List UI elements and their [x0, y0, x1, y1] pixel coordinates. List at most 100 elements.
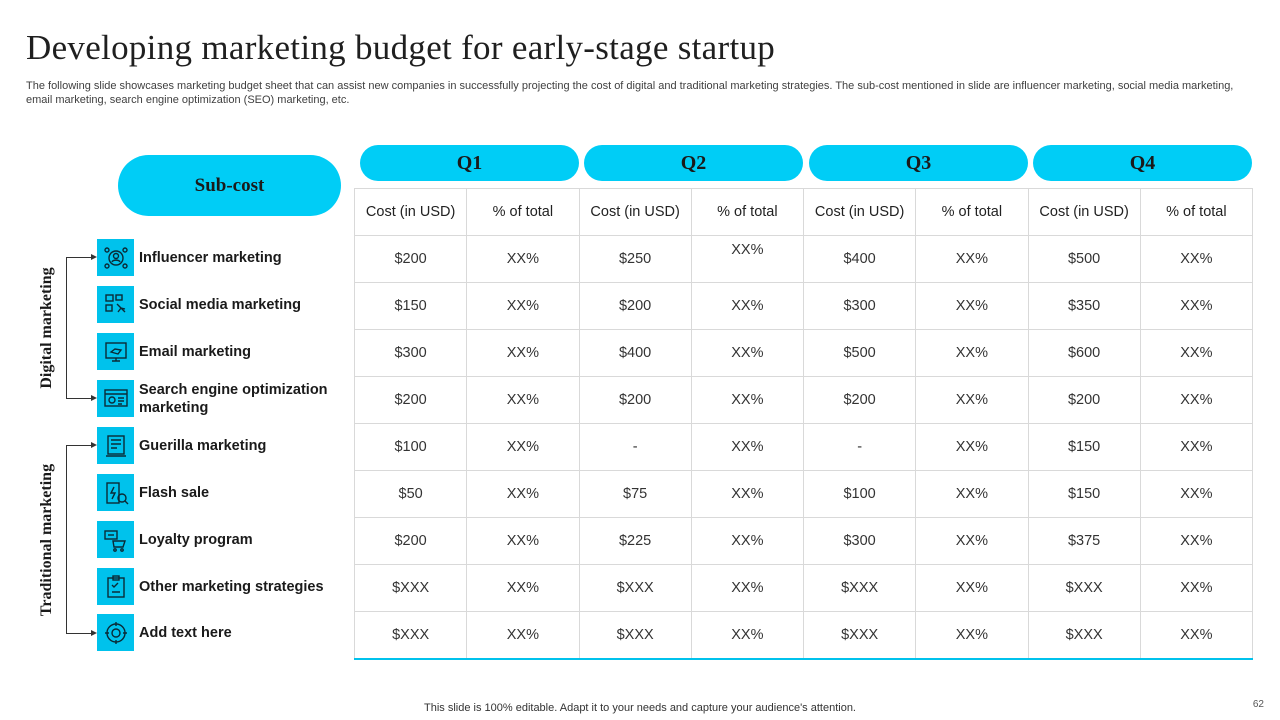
arrow-icon: [91, 442, 97, 448]
group-label-traditional: Traditional marketing: [38, 463, 55, 617]
table-cell: $200: [578, 282, 692, 330]
table-cell: XX%: [690, 282, 805, 330]
table-cell: XX%: [690, 517, 805, 565]
row-label-influencer: Influencer marketing: [139, 249, 282, 266]
table-cell: -: [578, 423, 692, 471]
table-cell: $100: [353, 423, 468, 471]
table-cell: XX%: [1139, 611, 1254, 660]
table-cell: $150: [353, 282, 468, 330]
influencer-icon: [97, 239, 134, 276]
table-row: $50 XX% $75 XX% $100 XX% $150 XX%: [353, 470, 1254, 518]
table-cell: $200: [353, 376, 468, 424]
table-cell: XX%: [690, 564, 805, 612]
table-cell: XX%: [690, 423, 805, 471]
row-label-social-media: Social media marketing: [139, 296, 301, 313]
table-cell: $150: [1027, 423, 1141, 471]
digital-bracket-bottom: [66, 398, 92, 399]
table-cell: $200: [802, 376, 917, 424]
col-header-q2-cost: Cost (in USD): [578, 188, 692, 236]
quarter-header-q2: Q2: [584, 145, 803, 181]
table-row: $200 XX% $200 XX% $200 XX% $200 XX%: [353, 376, 1254, 424]
table-cell: $XXX: [578, 564, 692, 612]
row-label-add-text: Add text here: [139, 624, 232, 641]
table-cell: XX%: [1139, 376, 1254, 424]
table-cell: $300: [802, 517, 917, 565]
traditional-bracket: [66, 445, 67, 633]
table-cell: XX%: [466, 564, 580, 612]
table-row: $XXX XX% $XXX XX% $XXX XX% $XXX XX%: [353, 611, 1254, 660]
row-label-guerilla: Guerilla marketing: [139, 437, 267, 454]
col-header-q4-pct: % of total: [1139, 188, 1254, 236]
arrow-icon: [91, 395, 97, 401]
table-cell: XX%: [915, 423, 1029, 471]
table-cell: $XXX: [802, 564, 917, 612]
social-media-icon: [97, 286, 134, 323]
table-row: $100 XX% - XX% - XX% $150 XX%: [353, 423, 1254, 471]
table-cell: XX%: [915, 282, 1029, 330]
table-cell: XX%: [1139, 564, 1254, 612]
table-cell: $200: [353, 517, 468, 565]
table-cell: -: [802, 423, 917, 471]
table-row: $XXX XX% $XXX XX% $XXX XX% $XXX XX%: [353, 564, 1254, 612]
col-header-q1-cost: Cost (in USD): [353, 188, 468, 236]
table-cell: XX%: [915, 235, 1029, 283]
col-header-q3-cost: Cost (in USD): [802, 188, 917, 236]
table-header-row: Cost (in USD) % of total Cost (in USD) %…: [353, 188, 1254, 236]
table-cell: XX%: [915, 329, 1029, 377]
table-cell: $75: [578, 470, 692, 518]
table-cell: $350: [1027, 282, 1141, 330]
table-cell: XX%: [466, 235, 580, 283]
table-cell: XX%: [1139, 329, 1254, 377]
traditional-bracket-bottom: [66, 633, 92, 634]
row-label-flash-sale: Flash sale: [139, 484, 210, 501]
table-cell: XX%: [466, 329, 580, 377]
table-cell: XX%: [466, 423, 580, 471]
email-icon: [97, 333, 134, 370]
table-cell: XX%: [915, 470, 1029, 518]
table-cell: XX%: [466, 376, 580, 424]
strategy-icon: [97, 568, 134, 605]
table-cell: $300: [353, 329, 468, 377]
table-cell: $200: [1027, 376, 1141, 424]
table-cell: XX%: [466, 282, 580, 330]
table-cell: $200: [353, 235, 468, 283]
table-cell: $50: [353, 470, 468, 518]
table-cell: $250: [578, 235, 692, 283]
table-cell: $225: [578, 517, 692, 565]
col-header-q2-pct: % of total: [690, 188, 805, 236]
table-cell: $200: [578, 376, 692, 424]
row-label-other-strategies: Other marketing strategies: [139, 578, 324, 595]
table-row: $200 XX% $225 XX% $300 XX% $375 XX%: [353, 517, 1254, 565]
col-header-q4-cost: Cost (in USD): [1027, 188, 1141, 236]
table-cell: XX%: [1139, 235, 1254, 283]
table-cell: $500: [802, 329, 917, 377]
table-cell: XX%: [915, 611, 1029, 660]
table-cell: XX%: [690, 470, 805, 518]
table-cell: XX%: [690, 376, 805, 424]
table-cell: $XXX: [578, 611, 692, 660]
quarter-header-q4: Q4: [1033, 145, 1252, 181]
table-cell: XX%: [1139, 517, 1254, 565]
table-cell: XX%: [690, 611, 805, 660]
table-cell: $500: [1027, 235, 1141, 283]
seo-icon: [97, 380, 134, 417]
quarter-header-q3: Q3: [809, 145, 1028, 181]
row-label-seo: Search engine optimization marketing: [139, 381, 328, 416]
table-cell: $400: [578, 329, 692, 377]
row-label-loyalty: Loyalty program: [139, 531, 253, 548]
footer-note: This slide is 100% editable. Adapt it to…: [424, 702, 856, 714]
table-cell: XX%: [690, 235, 805, 283]
row-label-email: Email marketing: [139, 343, 252, 360]
table-cell: XX%: [1139, 282, 1254, 330]
loyalty-icon: [97, 521, 134, 558]
table-cell: $300: [802, 282, 917, 330]
table-row: $200 XX% $250 XX% $400 XX% $500 XX%: [353, 235, 1254, 283]
subcost-header: Sub-cost: [118, 155, 341, 216]
table-cell: $XXX: [353, 564, 468, 612]
budget-table: Cost (in USD) % of total Cost (in USD) %…: [353, 188, 1254, 660]
table-cell: $XXX: [353, 611, 468, 660]
table-row: $300 XX% $400 XX% $500 XX% $600 XX%: [353, 329, 1254, 377]
flash-sale-icon: [97, 474, 134, 511]
table-cell: $375: [1027, 517, 1141, 565]
table-cell: $150: [1027, 470, 1141, 518]
